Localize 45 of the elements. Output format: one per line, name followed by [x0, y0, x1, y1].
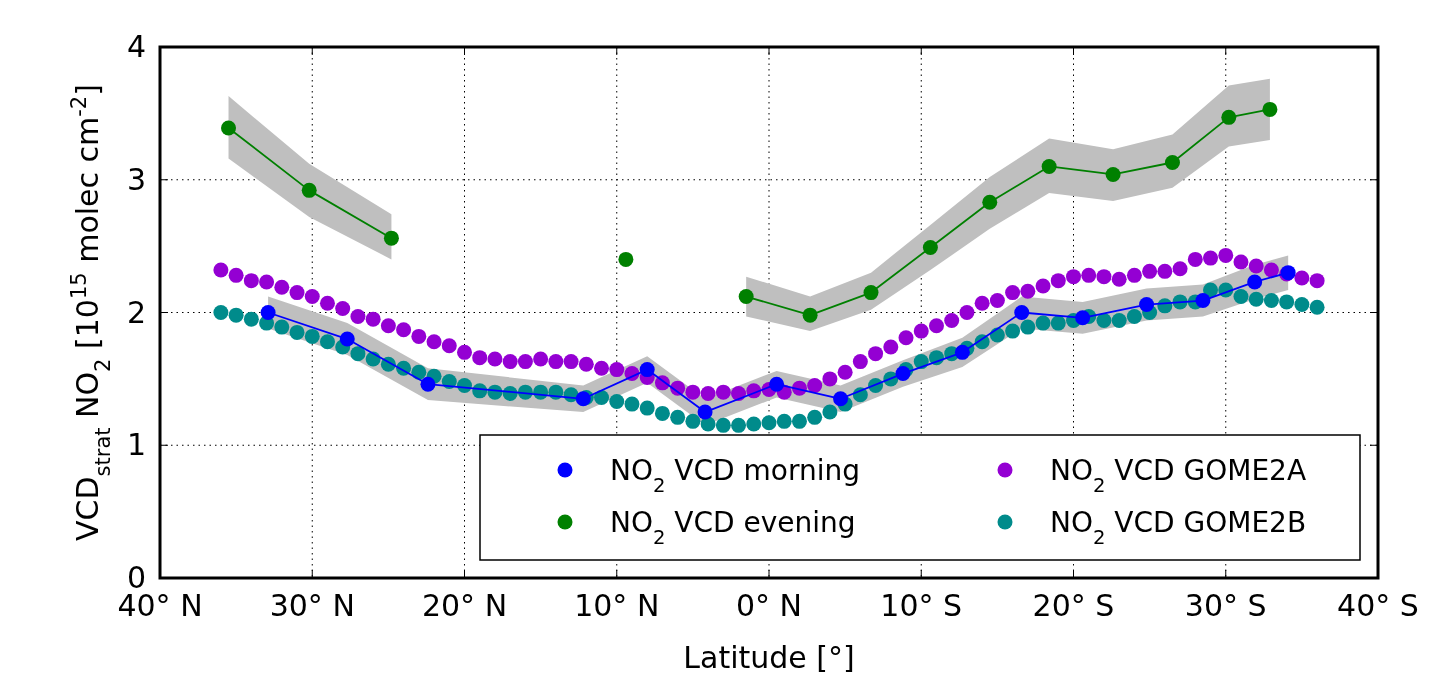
point [1262, 101, 1278, 117]
x-tick-label: 30° S [1184, 588, 1267, 623]
point [769, 376, 785, 392]
x-tick-label: 10° N [574, 588, 660, 623]
point [982, 194, 998, 210]
point [1139, 297, 1155, 313]
legend-label: NO$_{2}$ VCD morning [610, 454, 860, 497]
point [863, 285, 879, 301]
point [383, 230, 399, 246]
x-tick-label: 20° S [1032, 588, 1115, 623]
y-tick-label: 3 [126, 161, 146, 197]
point [1014, 305, 1030, 320]
point [1105, 166, 1121, 182]
y-tick-label: 4 [126, 29, 146, 64]
x-tick-label: 10° S [880, 588, 963, 623]
point [339, 331, 355, 347]
point [260, 305, 276, 320]
legend-label: NO$_{2}$ VCD evening [610, 506, 856, 549]
point [895, 366, 911, 382]
point [922, 239, 938, 255]
point [802, 307, 818, 323]
point [221, 120, 237, 136]
point [1195, 293, 1211, 309]
legend-label: NO$_{2}$ VCD GOME2B [1050, 506, 1307, 549]
y-tick-label: 1 [126, 427, 146, 463]
point [639, 362, 655, 378]
point [420, 376, 436, 392]
point [697, 404, 713, 420]
point [1221, 109, 1237, 125]
x-tick-label: 30° N [269, 588, 355, 623]
x-axis-title: Latitude [°] [683, 640, 855, 675]
point [1041, 158, 1057, 174]
point [618, 251, 634, 267]
legend-label: NO$_{2}$ VCD GOME2A [1050, 454, 1307, 497]
x-tick-label: 40° S [1337, 588, 1419, 623]
point [833, 391, 849, 407]
point [1164, 154, 1180, 170]
x-tick-label: 0° N [735, 588, 803, 623]
x-tick-label: 20° N [421, 588, 508, 623]
y-tick-label: 2 [126, 294, 146, 330]
point [1075, 310, 1091, 326]
point [1247, 274, 1263, 290]
point [954, 344, 970, 360]
point [301, 182, 317, 198]
point [738, 289, 754, 305]
